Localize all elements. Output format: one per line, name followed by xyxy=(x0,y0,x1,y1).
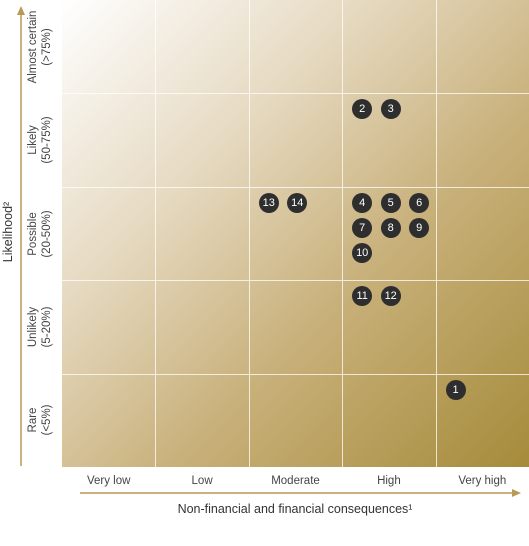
x-axis-title: Non-financial and financial consequences… xyxy=(177,502,413,516)
y-axis-title: Likelihood² xyxy=(1,201,15,263)
y-tick-label: Possible (20-50%) xyxy=(26,210,54,257)
y-tick-label-range: (5-20%) xyxy=(41,306,53,348)
risk-marker: 2 xyxy=(352,99,373,120)
grid-line-vertical xyxy=(342,0,344,467)
y-tick-label-range: (>75%) xyxy=(41,27,53,66)
grid-line-vertical xyxy=(248,0,250,467)
grid-line-horizontal xyxy=(62,280,529,282)
y-tick-label-name: Almost certain xyxy=(27,10,39,84)
risk-marker: 5 xyxy=(380,192,401,213)
y-tick-label-name: Rare xyxy=(27,407,39,433)
risk-marker: 3 xyxy=(380,99,401,120)
y-tick-label: Rare (<5%) xyxy=(26,405,54,436)
y-tick-label-range: (20-50%) xyxy=(41,209,53,258)
risk-marker: 11 xyxy=(352,286,373,307)
x-tick-label: Low xyxy=(191,475,213,487)
x-tick-label: Very high xyxy=(458,475,507,487)
y-tick-label: Almost certain (>75%) xyxy=(26,10,54,83)
x-axis-arrow xyxy=(80,489,521,497)
y-tick-label: Unlikely (5-20%) xyxy=(26,306,54,347)
x-tick-label: Very low xyxy=(86,475,131,487)
risk-marker: 1 xyxy=(445,379,466,400)
grid-line-horizontal xyxy=(62,93,529,95)
risk-marker: 4 xyxy=(352,192,373,213)
risk-marker: 7 xyxy=(352,217,373,238)
y-tick-label-range: (<5%) xyxy=(41,404,53,436)
y-tick-label-range: (50-75%) xyxy=(41,116,53,164)
y-tick-label: Likely (50-75%) xyxy=(26,116,54,163)
risk-marker: 13 xyxy=(258,192,279,213)
risk-marker: 10 xyxy=(352,242,373,263)
risk-marker: 14 xyxy=(287,192,308,213)
y-tick-label-name: Unlikely xyxy=(27,306,39,348)
risk-marker: 12 xyxy=(380,286,401,307)
risk-marker: 6 xyxy=(409,192,430,213)
risk-marker: 9 xyxy=(409,217,430,238)
grid-line-vertical xyxy=(435,0,437,467)
risk-marker: 8 xyxy=(380,217,401,238)
y-tick-label-name: Likely xyxy=(27,125,39,155)
x-tick-label: High xyxy=(377,475,401,487)
grid-line-horizontal xyxy=(62,186,529,188)
risk-matrix: 1 2 3 4 5 6 7 8 9 10 11 12 13 14 xyxy=(62,0,529,467)
x-tick-label: Moderate xyxy=(271,475,320,487)
y-axis-arrow xyxy=(17,6,25,466)
y-tick-label-name: Possible xyxy=(27,211,39,256)
grid-line-horizontal xyxy=(62,373,529,375)
grid-line-vertical xyxy=(155,0,157,467)
